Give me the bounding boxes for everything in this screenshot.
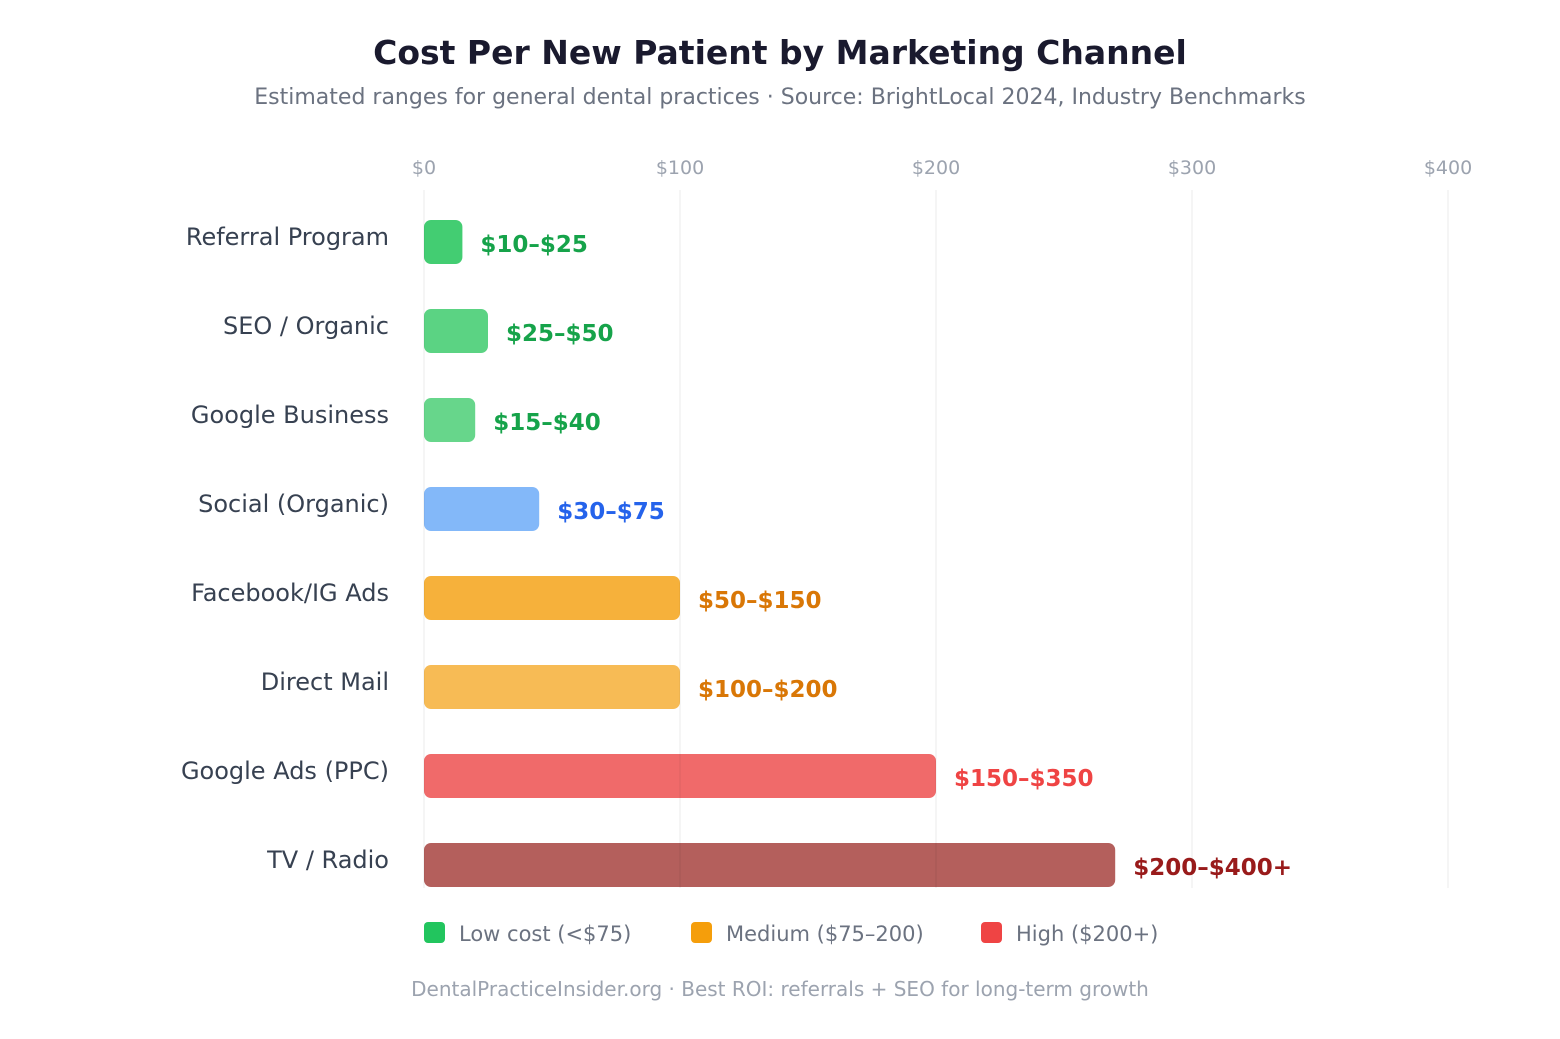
category-label: Facebook/IG Ads (191, 579, 389, 607)
bar (424, 220, 463, 264)
legend-swatch (691, 922, 712, 943)
x-tick-label: $300 (1168, 157, 1216, 179)
value-label: $15–$40 (493, 410, 601, 436)
value-label: $100–$200 (698, 677, 838, 703)
x-tick-label: $0 (412, 157, 436, 179)
x-tick-label: $200 (912, 157, 960, 179)
chart-title: Cost Per New Patient by Marketing Channe… (373, 33, 1187, 72)
legend-swatch (424, 922, 445, 943)
value-label: $30–$75 (557, 499, 665, 525)
category-label: Direct Mail (261, 668, 389, 696)
bar (424, 576, 680, 620)
bar (424, 487, 540, 531)
legend-label: Low cost (<$75) (459, 922, 631, 946)
category-label: SEO / Organic (223, 312, 389, 340)
legend-label: Medium ($75–200) (726, 922, 924, 946)
category-label: Social (Organic) (198, 490, 389, 518)
bar (424, 754, 936, 798)
x-axis-ticks: $0 $100 $200 $300 $400 (412, 157, 1472, 179)
legend: Low cost (<$75) Medium ($75–200) High ($20… (424, 922, 1158, 946)
category-label: Referral Program (186, 223, 389, 251)
bar (424, 843, 1116, 887)
chart-subtitle: Estimated ranges for general dental prac… (254, 85, 1305, 110)
x-tick-label: $100 (656, 157, 704, 179)
bar (424, 309, 488, 353)
category-label: TV / Radio (266, 846, 389, 874)
bars: Referral Program $10–$25 SEO / Organic $25–… (181, 220, 1292, 887)
category-label: Google Business (191, 401, 389, 429)
chart-footer: DentalPracticeInsider.org · Best ROI: re… (411, 977, 1149, 1001)
bar (424, 665, 680, 709)
category-label: Google Ads (PPC) (181, 757, 389, 785)
legend-label: High ($200+) (1016, 922, 1158, 946)
gridlines (423, 190, 1449, 888)
legend-swatch (981, 922, 1002, 943)
value-label: $200–$400+ (1133, 855, 1292, 881)
value-label: $25–$50 (506, 321, 614, 347)
bar (424, 398, 476, 442)
x-tick-label: $400 (1424, 157, 1472, 179)
value-label: $50–$150 (698, 588, 822, 614)
value-label: $150–$350 (954, 766, 1094, 792)
value-label: $10–$25 (480, 232, 588, 258)
